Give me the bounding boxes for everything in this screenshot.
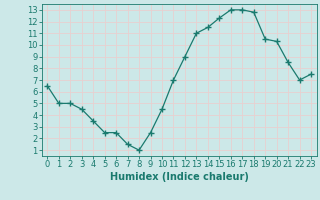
X-axis label: Humidex (Indice chaleur): Humidex (Indice chaleur): [110, 172, 249, 182]
